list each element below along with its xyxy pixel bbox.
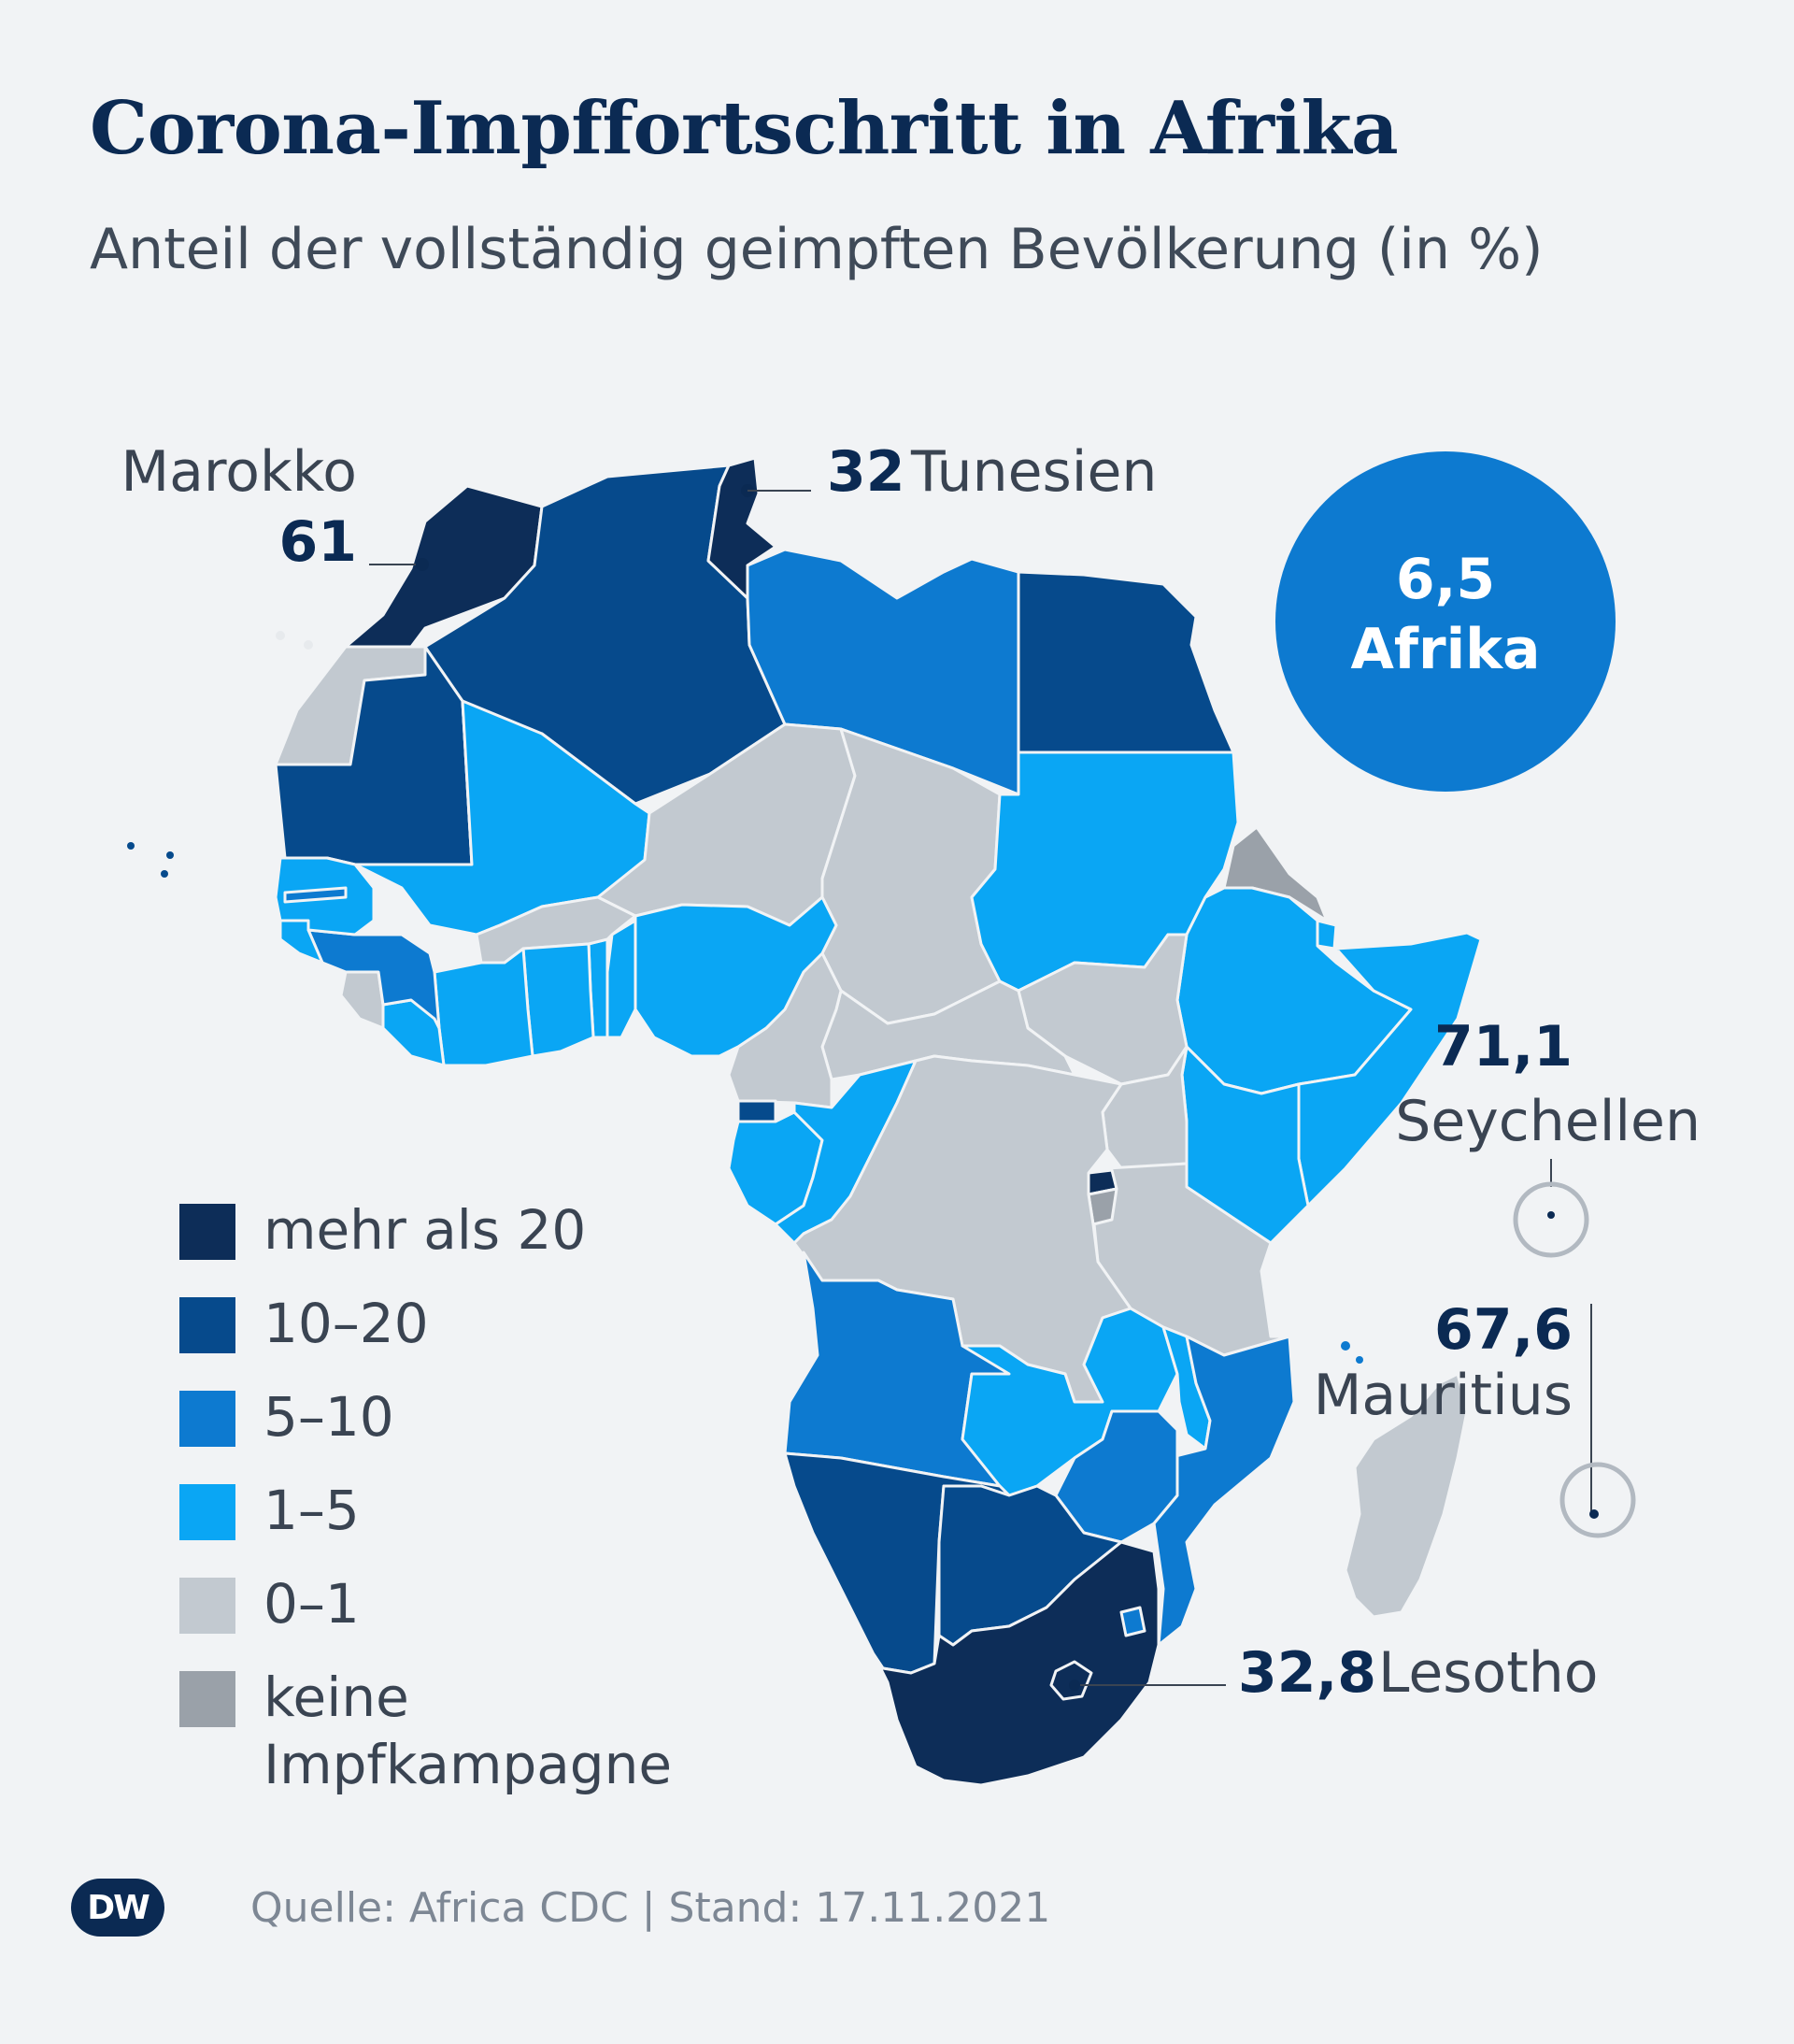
mauritius-value: 67,6 xyxy=(1434,1297,1573,1363)
country-egypt xyxy=(1017,570,1235,754)
chart-title: Corona-Impffortschritt in Afrika xyxy=(90,86,1399,171)
legend-item-5-10: 5–10 xyxy=(179,1383,672,1477)
lesotho-value: 32,8 xyxy=(1238,1640,1376,1706)
legend-swatch xyxy=(179,1297,235,1353)
country-south-africa xyxy=(872,1540,1160,1787)
mauritius-ring xyxy=(1559,1462,1636,1538)
legend-swatch xyxy=(179,1391,235,1447)
legend-item-10-20: 10–20 xyxy=(179,1290,672,1383)
country-zambia xyxy=(961,1307,1179,1497)
country-ghana xyxy=(521,942,595,1058)
country-ivory-coast xyxy=(433,947,534,1067)
country-equatorial-guinea xyxy=(736,1099,777,1123)
morocco-name: Marokko xyxy=(121,439,357,505)
footer: DW Quelle: Africa CDC | Stand: 17.11.202… xyxy=(71,1879,1050,1937)
africa-total-value: 6,5 xyxy=(1396,547,1495,612)
africa-total-bubble xyxy=(1275,451,1616,792)
legend-swatch xyxy=(179,1671,235,1727)
source-text: Quelle: Africa CDC | Stand: 17.11.2021 xyxy=(250,1883,1051,1932)
mauritius-marker xyxy=(1589,1509,1599,1519)
seychelles-value: 71,1 xyxy=(1434,1014,1573,1079)
country-tunisia xyxy=(706,456,777,600)
legend: mehr als 20 10–20 5–10 1–5 0–1 keine Imp… xyxy=(179,1196,672,1796)
tunisia-name: Tunesien xyxy=(910,439,1157,505)
seychelles-name: Seychellen xyxy=(1395,1089,1701,1154)
legend-label: 10–20 xyxy=(263,1292,429,1355)
country-burkina-faso xyxy=(475,895,637,965)
legend-label: 0–1 xyxy=(263,1572,360,1636)
chart-subtitle: Anteil der vollständig geimpften Bevölke… xyxy=(90,217,1544,282)
country-lesotho xyxy=(1049,1660,1093,1701)
country-benin xyxy=(605,919,637,1039)
legend-item-none: keine Impfkampagne xyxy=(179,1664,672,1796)
legend-swatch xyxy=(179,1484,235,1540)
country-eswatini xyxy=(1119,1606,1146,1637)
seychelles-marker xyxy=(1547,1211,1555,1219)
country-djibouti xyxy=(1316,919,1338,951)
comoros-islands xyxy=(1341,1341,1363,1364)
country-guinea xyxy=(306,928,441,1030)
country-gambia xyxy=(283,886,348,904)
legend-label: keine Impfkampagne xyxy=(263,1665,673,1796)
lesotho-name: Lesotho xyxy=(1378,1640,1599,1706)
legend-label: 5–10 xyxy=(263,1385,394,1449)
legend-item-1-5: 1–5 xyxy=(179,1477,672,1570)
legend-item-gt20: mehr als 20 xyxy=(179,1196,672,1290)
morocco-value: 61 xyxy=(279,509,358,575)
country-zimbabwe xyxy=(1054,1409,1179,1544)
legend-swatch xyxy=(179,1578,235,1634)
dw-logo: DW xyxy=(71,1879,164,1937)
lesotho-marker xyxy=(1069,1680,1080,1691)
seychelles-ring xyxy=(1513,1181,1589,1258)
africa-total-label: Afrika xyxy=(1350,617,1540,682)
legend-item-0-1: 0–1 xyxy=(179,1570,672,1664)
country-nigeria xyxy=(634,895,838,1058)
canary-islands xyxy=(276,631,313,650)
tunisia-value: 32 xyxy=(827,439,905,505)
country-madagascar xyxy=(1344,1372,1469,1619)
morocco-marker xyxy=(416,558,429,571)
legend-swatch xyxy=(179,1204,235,1260)
legend-label: mehr als 20 xyxy=(263,1198,587,1262)
cape-verde-islands xyxy=(127,842,174,878)
country-sierra-leone xyxy=(339,970,385,1030)
country-somalia xyxy=(1297,931,1483,1208)
mauritius-name: Mauritius xyxy=(1314,1363,1573,1428)
legend-label: 1–5 xyxy=(263,1479,360,1542)
